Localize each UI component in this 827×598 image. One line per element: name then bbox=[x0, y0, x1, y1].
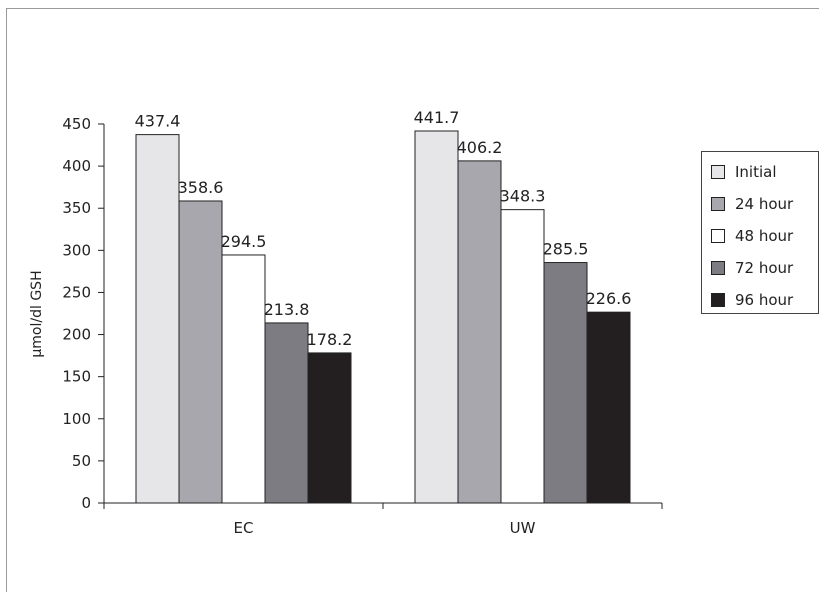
category-label-ec: EC bbox=[234, 519, 254, 537]
legend-item: Initial bbox=[711, 162, 777, 182]
y-tick-label: 450 bbox=[62, 115, 91, 133]
bar-uw-24-hour bbox=[457, 160, 502, 504]
legend-item: 96 hour bbox=[711, 290, 793, 310]
data-label: 437.4 bbox=[135, 112, 181, 131]
legend-swatch bbox=[711, 261, 725, 275]
data-label: 226.6 bbox=[586, 289, 632, 308]
data-label: 441.7 bbox=[414, 108, 460, 127]
y-axis: 0 50 100 150 200 250 300 350 400 450 bbox=[62, 115, 105, 512]
bar-uw-48-hour bbox=[500, 209, 545, 504]
y-tick-label: 100 bbox=[62, 410, 91, 428]
bar-uw-72-hour bbox=[543, 262, 588, 504]
bar-ec-72-hour bbox=[264, 322, 309, 504]
bar-ec-96-hour bbox=[307, 352, 352, 504]
legend-item: 24 hour bbox=[711, 194, 793, 214]
legend-label: Initial bbox=[735, 163, 777, 181]
data-label: 358.6 bbox=[178, 178, 224, 197]
category-label-uw: UW bbox=[510, 519, 536, 537]
data-label: 294.5 bbox=[221, 232, 267, 251]
legend-swatch bbox=[711, 293, 725, 307]
legend-swatch bbox=[711, 229, 725, 243]
y-tick-label: 150 bbox=[62, 368, 91, 386]
y-axis-title: µmol/dl GSH bbox=[29, 270, 45, 357]
bar-ec-24-hour bbox=[178, 200, 223, 504]
y-tick-label: 50 bbox=[72, 452, 91, 470]
legend-swatch bbox=[711, 165, 725, 179]
legend-label: 72 hour bbox=[735, 259, 794, 277]
bar-uw-initial bbox=[414, 130, 459, 504]
data-label: 213.8 bbox=[264, 300, 310, 319]
y-tick-label: 300 bbox=[62, 241, 91, 259]
data-label: 348.3 bbox=[500, 187, 546, 206]
bar-uw-96-hour bbox=[586, 311, 631, 504]
y-tick-label: 350 bbox=[62, 199, 91, 217]
y-tick-label: 0 bbox=[81, 494, 91, 512]
x-axis bbox=[103, 502, 663, 509]
bar-ec-initial bbox=[135, 134, 180, 504]
y-tick-label: 200 bbox=[62, 326, 91, 344]
legend-swatch bbox=[711, 197, 725, 211]
data-label: 178.2 bbox=[307, 330, 353, 349]
data-label: 406.2 bbox=[457, 138, 503, 157]
y-tick-label: 250 bbox=[62, 283, 91, 301]
data-label: 285.5 bbox=[543, 240, 589, 259]
legend-label: 24 hour bbox=[735, 195, 794, 213]
chart-frame bbox=[6, 8, 819, 592]
legend-label: 96 hour bbox=[735, 291, 794, 309]
data-labels: 437.4 358.6 294.5 213.8 178.2 441.7 406.2 348.3… bbox=[135, 108, 632, 349]
legend-item: 72 hour bbox=[711, 258, 793, 278]
legend-label: 48 hour bbox=[735, 227, 794, 245]
category-labels: EC UW bbox=[234, 519, 536, 537]
legend: Initial 24 hour 48 hour 72 hour 96 hour bbox=[701, 151, 819, 314]
legend-item: 48 hour bbox=[711, 226, 793, 246]
bar-ec-48-hour bbox=[221, 254, 266, 504]
bars bbox=[135, 130, 631, 504]
y-tick-label: 400 bbox=[62, 157, 91, 175]
